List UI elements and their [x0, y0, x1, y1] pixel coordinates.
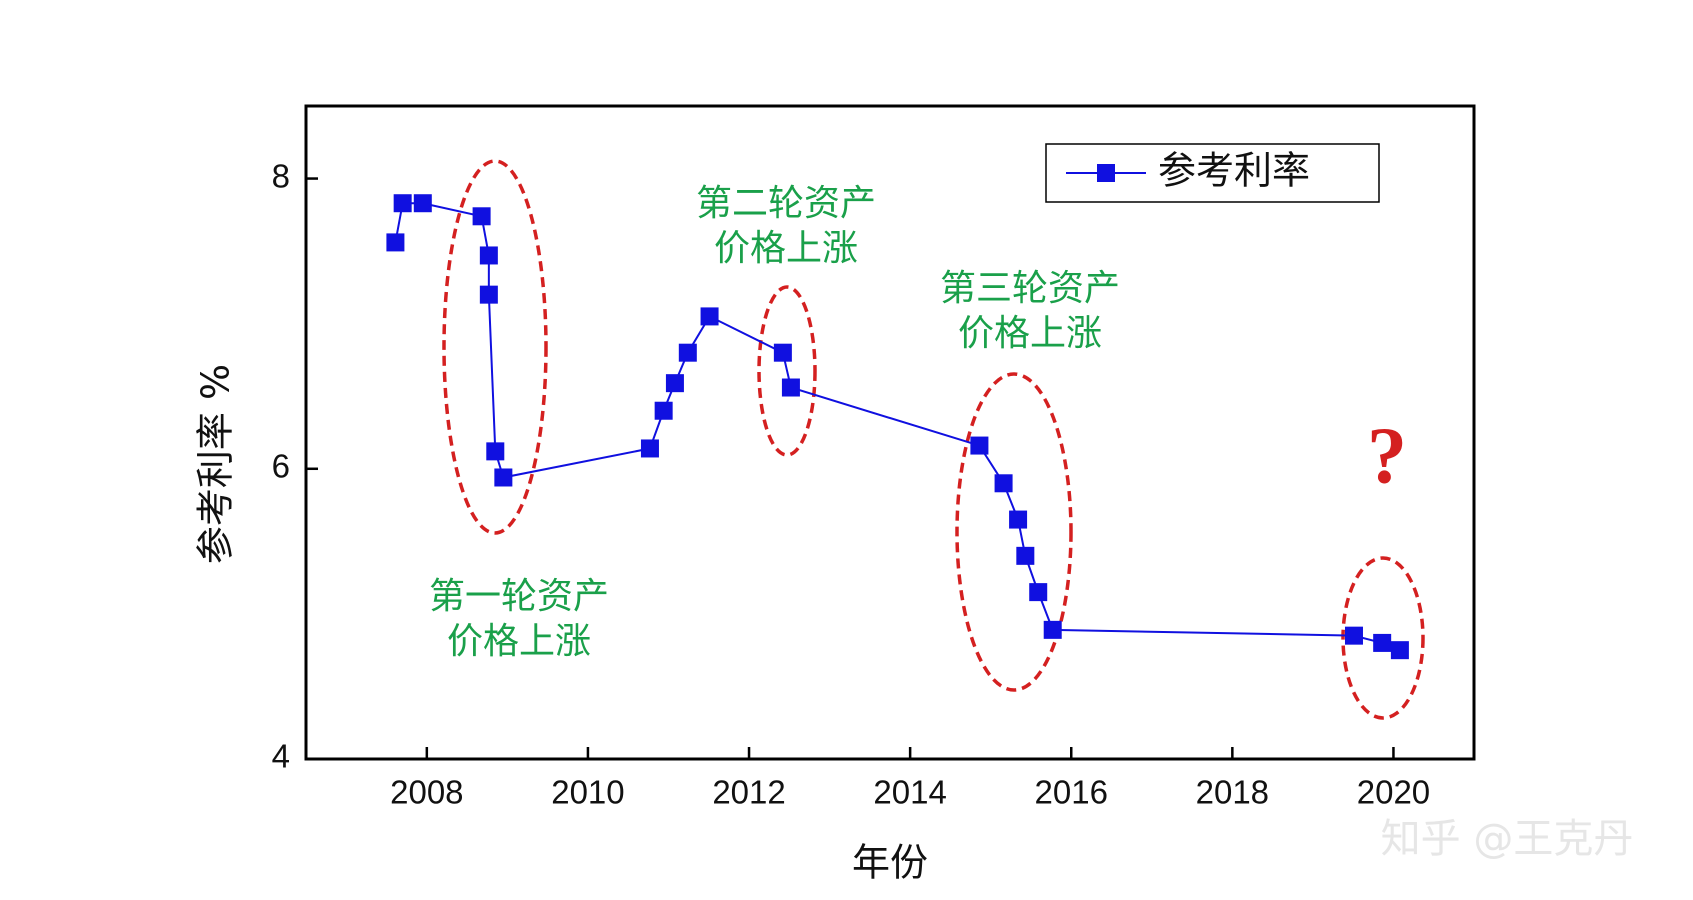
marker — [1009, 510, 1028, 529]
marker — [781, 378, 800, 397]
x-tick-label: 2010 — [551, 774, 624, 811]
ellipse — [955, 372, 1073, 692]
marker — [1390, 641, 1409, 660]
x-tick-label: 2008 — [390, 774, 463, 811]
annotation: 价格上涨 — [447, 621, 591, 662]
marker — [494, 468, 513, 487]
question-mark: ? — [1367, 412, 1407, 500]
marker — [700, 307, 719, 326]
marker — [773, 343, 792, 362]
marker — [386, 233, 405, 252]
x-tick-label: 2020 — [1357, 774, 1430, 811]
legend-label: 参考利率 — [1158, 149, 1310, 193]
x-tick-label: 2014 — [873, 774, 946, 811]
marker — [1029, 583, 1048, 602]
marker — [1373, 633, 1392, 652]
marker — [472, 207, 491, 226]
marker — [1043, 620, 1062, 639]
x-tick-label: 2012 — [712, 774, 785, 811]
marker — [994, 474, 1013, 493]
marker — [654, 401, 673, 420]
marker — [678, 343, 697, 362]
marker — [479, 285, 498, 304]
ellipse — [1341, 556, 1425, 720]
marker — [479, 246, 498, 265]
marker — [486, 442, 505, 461]
marker — [1016, 546, 1035, 565]
annotation: 价格上涨 — [958, 313, 1102, 354]
legend-marker — [1097, 164, 1115, 182]
marker — [665, 374, 684, 393]
marker — [1344, 626, 1363, 645]
annotation: 第三轮资产 — [940, 268, 1120, 309]
x-axis-label: 年份 — [852, 841, 928, 885]
highlight-ellipses — [442, 159, 1425, 720]
y-tick-label: 4 — [272, 738, 290, 775]
marker — [640, 439, 659, 458]
legend-box — [1045, 143, 1380, 203]
x-tick-label: 2016 — [1035, 774, 1108, 811]
marker — [970, 436, 989, 455]
y-tick-label: 8 — [272, 157, 290, 194]
x-tick-label: 2018 — [1196, 774, 1269, 811]
annotation: 第一轮资产 — [429, 576, 609, 617]
annotation: 第二轮资产 — [696, 183, 876, 224]
plot-frame — [304, 104, 1476, 761]
y-axis-label: 参考利率 % — [194, 364, 238, 564]
marker — [413, 194, 432, 213]
marker — [393, 194, 412, 213]
y-tick-label: 6 — [272, 447, 290, 484]
ellipse — [442, 159, 548, 535]
watermark: 知乎 @王克丹 — [1381, 816, 1634, 862]
ellipse — [757, 285, 817, 457]
annotation: 价格上涨 — [714, 228, 858, 269]
